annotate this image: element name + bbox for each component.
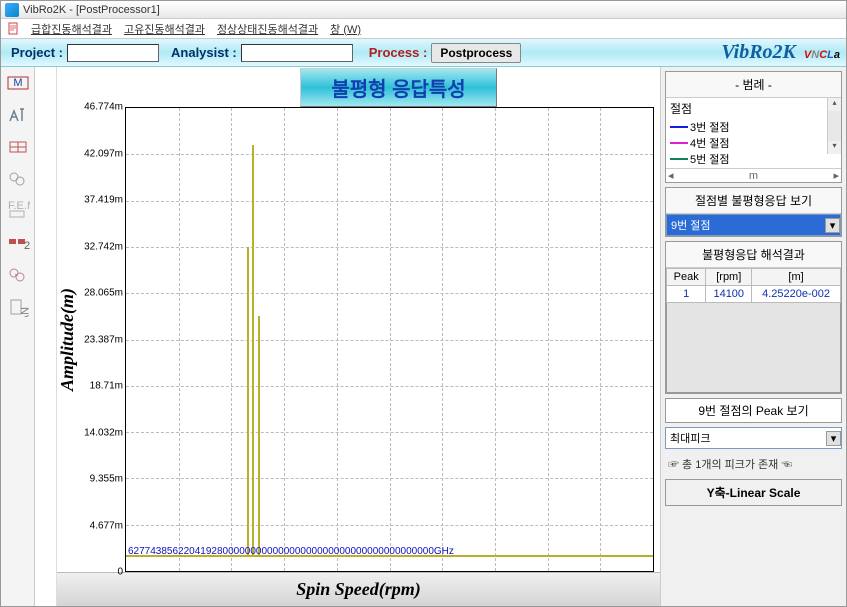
postprocess-button[interactable]: Postprocess bbox=[431, 43, 521, 63]
ytick-2: 37.419m bbox=[84, 195, 123, 206]
legend-item-1[interactable]: 4번 절점 bbox=[666, 135, 841, 151]
legend-hscrollbar[interactable]: ◂m▸ bbox=[666, 168, 841, 182]
result-col-0: Peak bbox=[667, 269, 706, 286]
legend-box: - 범례 - 절점 3번 절점 4번 절점 5번 절점 6번 절점 ▴▾ ◂m▸ bbox=[665, 71, 842, 183]
window-title: VibRo2K - [PostProcessor1] bbox=[23, 4, 160, 16]
ytick-5: 23.387m bbox=[84, 334, 123, 345]
chart-title-band: 불평형 응답특성 bbox=[57, 67, 660, 107]
menu-item-1[interactable]: 고유진동해석결과 bbox=[120, 19, 209, 39]
ytick-7: 14.032m bbox=[84, 427, 123, 438]
nodeview-select[interactable]: 9번 절점 ▾ bbox=[666, 214, 841, 236]
menu-item-0[interactable]: 급합진동해석결과 bbox=[27, 19, 116, 39]
ytick-9: 4.677m bbox=[90, 520, 123, 531]
tool-icon-5[interactable]: F.E.M bbox=[5, 199, 31, 223]
legend-swatch-icon bbox=[670, 126, 688, 128]
tool-icon-2[interactable] bbox=[5, 103, 31, 127]
svg-text:NVCK: NVCK bbox=[18, 307, 30, 317]
peak-summary: ☞ 총 1개의 피크가 존재 ☜ bbox=[665, 453, 842, 475]
result-col-1: [rpm] bbox=[706, 269, 752, 286]
brand-vibro2k: VibRo2K bbox=[721, 41, 795, 64]
svg-text:F.E.M: F.E.M bbox=[8, 201, 30, 212]
result-row[interactable]: 1 14100 4.25220e-002 bbox=[667, 286, 841, 303]
menu-item-3[interactable]: 창 (W) bbox=[326, 19, 365, 39]
result-title: 불평형응답 해석결과 bbox=[666, 242, 841, 268]
main-area: M F.E.M 2 NVCK 불평형 응답특성 Amplitude(m) 46.… bbox=[1, 67, 846, 606]
chart-area: 불평형 응답특성 Amplitude(m) 46.774m 42.097m 37… bbox=[57, 67, 660, 606]
left-toolbar: M F.E.M 2 NVCK bbox=[1, 67, 35, 606]
yscale-button[interactable]: Y축-Linear Scale bbox=[665, 479, 842, 506]
legend-list[interactable]: 절점 3번 절점 4번 절점 5번 절점 6번 절점 ▴▾ bbox=[666, 98, 841, 168]
process-label: Process : bbox=[369, 45, 428, 60]
chart-peak-line-left bbox=[247, 247, 249, 557]
tool-icon-7[interactable] bbox=[5, 263, 31, 287]
legend-swatch-icon bbox=[670, 142, 688, 144]
tool-icon-3[interactable] bbox=[5, 135, 31, 159]
analysis-label: Analysist : bbox=[171, 45, 237, 60]
ytick-3: 32.742m bbox=[84, 241, 123, 252]
titlebar: VibRo2K - [PostProcessor1] bbox=[1, 1, 846, 19]
tool-icon-8[interactable]: NVCK bbox=[5, 295, 31, 319]
nodeview-title: 절점별 불평형응답 보기 bbox=[666, 188, 841, 214]
svg-text:2: 2 bbox=[24, 240, 30, 252]
x-axis-label: Spin Speed(rpm) bbox=[296, 579, 421, 600]
ytick-10: 0 bbox=[117, 567, 123, 578]
x-axis-label-row: Spin Speed(rpm) bbox=[57, 572, 660, 606]
chart-title: 불평형 응답특성 bbox=[300, 68, 496, 107]
brand-vnclab: VNCLa bbox=[804, 41, 840, 64]
project-field[interactable] bbox=[67, 44, 159, 62]
result-table: Peak [rpm] [m] 1 14100 4.25220e-002 bbox=[666, 268, 841, 303]
plot-grid: 6277438562204192800000000000000000000000… bbox=[126, 108, 653, 571]
app-icon bbox=[5, 3, 19, 17]
tool-icon-4[interactable] bbox=[5, 167, 31, 191]
ytick-8: 9.355m bbox=[90, 474, 123, 485]
peakview-title: 9번 절점의 Peak 보기 bbox=[665, 398, 842, 423]
chevron-down-icon[interactable]: ▾ bbox=[826, 431, 841, 446]
legend-head: 절점 bbox=[666, 98, 841, 119]
y-tick-col: 46.774m 42.097m 37.419m 32.742m 28.065m … bbox=[77, 107, 125, 572]
menu-doc-icon bbox=[7, 22, 21, 36]
legend-item-2[interactable]: 5번 절점 bbox=[666, 151, 841, 167]
legend-item-0[interactable]: 3번 절점 bbox=[666, 119, 841, 135]
scroll-down-icon[interactable]: ▾ bbox=[828, 141, 841, 154]
ytick-1: 42.097m bbox=[84, 148, 123, 159]
svg-text:M: M bbox=[13, 77, 22, 89]
scroll-up-icon[interactable]: ▴ bbox=[828, 98, 841, 111]
legend-swatch-icon bbox=[670, 158, 688, 160]
peakview-select[interactable]: 최대피크 ▾ bbox=[665, 427, 842, 449]
menubar: 급합진동해석결과 고유진동해석결과 정상상태진동해석결과 창 (W) bbox=[1, 19, 846, 39]
overlay-hz-text: 6277438562204192800000000000000000000000… bbox=[128, 546, 454, 557]
legend-item-3[interactable]: 6번 절점 bbox=[666, 167, 841, 168]
ytick-0: 46.774m bbox=[84, 102, 123, 113]
scroll-right-icon[interactable]: ▸ bbox=[833, 169, 839, 182]
chevron-down-icon[interactable]: ▾ bbox=[825, 218, 840, 233]
legend-vscrollbar[interactable]: ▴▾ bbox=[827, 98, 841, 154]
plot-canvas[interactable]: 6277438562204192800000000000000000000000… bbox=[125, 107, 654, 572]
topbar: Project : Analysist : Process : Postproc… bbox=[1, 39, 846, 67]
chart-peak-line bbox=[252, 145, 254, 557]
chart-body: Amplitude(m) 46.774m 42.097m 37.419m 32.… bbox=[57, 107, 660, 572]
tool-icon-1[interactable]: M bbox=[5, 71, 31, 95]
tool-icon-6[interactable]: 2 bbox=[5, 231, 31, 255]
scroll-left-icon[interactable]: ◂ bbox=[668, 169, 674, 182]
y-axis-label: Amplitude(m) bbox=[57, 288, 78, 391]
ytick-6: 18.71m bbox=[90, 381, 123, 392]
project-label: Project : bbox=[11, 45, 63, 60]
right-panel: - 범례 - 절점 3번 절점 4번 절점 5번 절점 6번 절점 ▴▾ ◂m▸… bbox=[660, 67, 846, 606]
nodeview-box: 절점별 불평형응답 보기 9번 절점 ▾ bbox=[665, 187, 842, 237]
result-col-2: [m] bbox=[752, 269, 841, 286]
chart-peak-line-right bbox=[258, 316, 260, 557]
result-box: 불평형응답 해석결과 Peak [rpm] [m] 1 14100 4.2522… bbox=[665, 241, 842, 394]
menu-item-2[interactable]: 정상상태진동해석결과 bbox=[213, 19, 322, 39]
result-empty-area bbox=[666, 303, 841, 393]
analysis-field[interactable] bbox=[241, 44, 353, 62]
ytick-4: 28.065m bbox=[84, 288, 123, 299]
left-pad bbox=[35, 67, 57, 606]
y-axis-label-col: Amplitude(m) bbox=[57, 107, 77, 572]
legend-title: - 범례 - bbox=[666, 72, 841, 98]
